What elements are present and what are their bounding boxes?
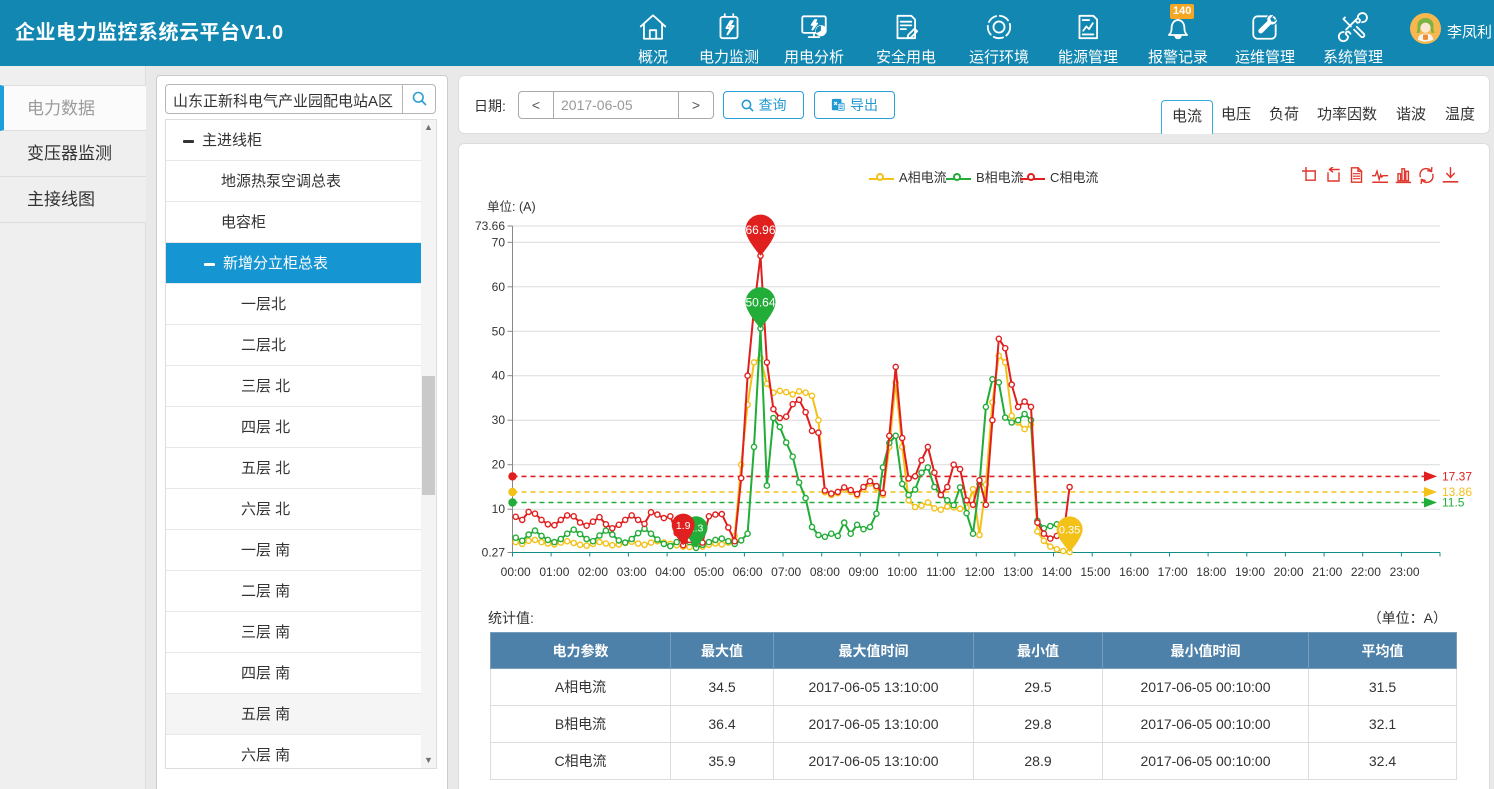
- svg-text:06:00: 06:00: [733, 565, 763, 579]
- svg-text:15:00: 15:00: [1080, 565, 1110, 579]
- svg-text:00:00: 00:00: [501, 565, 531, 579]
- svg-text:09:00: 09:00: [848, 565, 878, 579]
- svg-text:10:00: 10:00: [887, 565, 917, 579]
- svg-text:1.9: 1.9: [676, 520, 691, 532]
- svg-text:40: 40: [492, 369, 506, 383]
- svg-text:23:00: 23:00: [1390, 565, 1420, 579]
- svg-text:03:00: 03:00: [617, 565, 647, 579]
- svg-text:17.37: 17.37: [1442, 469, 1472, 483]
- svg-text:50.64: 50.64: [745, 296, 775, 310]
- svg-text:08:00: 08:00: [810, 565, 840, 579]
- svg-text:11:00: 11:00: [926, 565, 955, 579]
- svg-text:20: 20: [492, 458, 506, 472]
- svg-text:13.86: 13.86: [1442, 485, 1472, 499]
- svg-text:73.66: 73.66: [475, 219, 505, 233]
- svg-text:30: 30: [492, 413, 506, 427]
- svg-text:10: 10: [492, 502, 506, 516]
- svg-text:02:00: 02:00: [578, 565, 608, 579]
- svg-text:04:00: 04:00: [655, 565, 685, 579]
- svg-text:01:00: 01:00: [539, 565, 569, 579]
- svg-text:20:00: 20:00: [1274, 565, 1304, 579]
- svg-text:66.96: 66.96: [745, 223, 775, 237]
- svg-text:70: 70: [492, 235, 506, 249]
- svg-text:0.27: 0.27: [482, 546, 506, 560]
- svg-text:16:00: 16:00: [1119, 565, 1149, 579]
- svg-text:60: 60: [492, 280, 506, 294]
- svg-text:21:00: 21:00: [1312, 565, 1342, 579]
- svg-text:18:00: 18:00: [1196, 565, 1226, 579]
- svg-text:0.35: 0.35: [1059, 524, 1080, 536]
- svg-text:13:00: 13:00: [1003, 565, 1033, 579]
- svg-text:22:00: 22:00: [1351, 565, 1381, 579]
- svg-text:12:00: 12:00: [964, 565, 994, 579]
- svg-text:07:00: 07:00: [771, 565, 801, 579]
- svg-text:19:00: 19:00: [1235, 565, 1265, 579]
- svg-text:50: 50: [492, 324, 506, 338]
- svg-text:05:00: 05:00: [694, 565, 724, 579]
- svg-text:17:00: 17:00: [1158, 565, 1188, 579]
- svg-text:11.5: 11.5: [1442, 496, 1465, 510]
- svg-text:14:00: 14:00: [1042, 565, 1072, 579]
